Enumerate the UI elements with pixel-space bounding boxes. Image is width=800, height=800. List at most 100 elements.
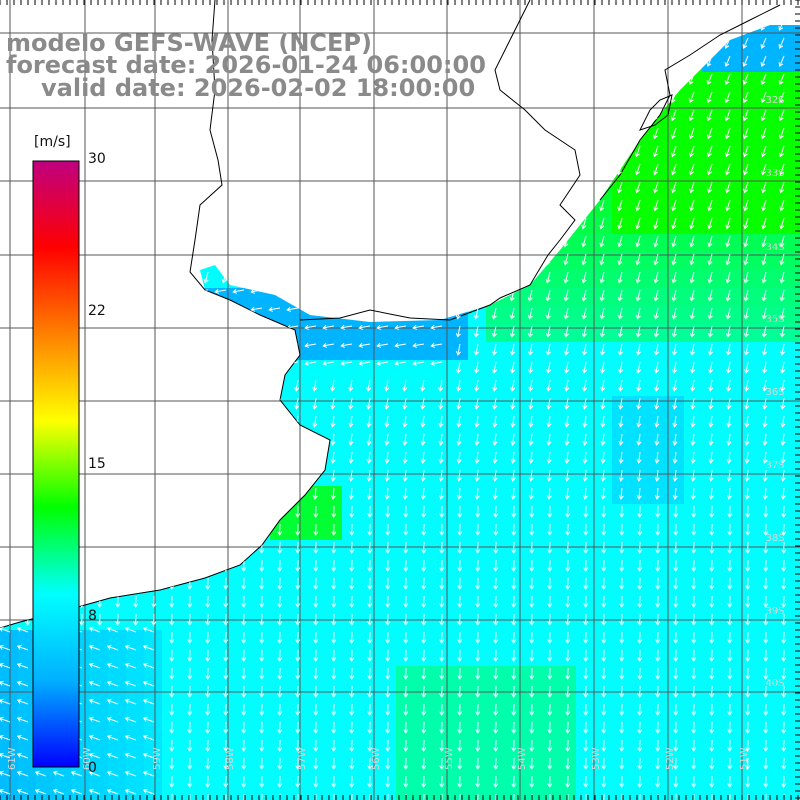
wind-arrow-head: [256, 116, 262, 122]
wind-arrow: [239, 145, 245, 157]
wind-arrow-head: [760, 80, 766, 86]
wind-arrow: [114, 163, 119, 175]
wind-arrow: [395, 325, 407, 329]
speed-cell: [144, 450, 162, 468]
wind-arrow: [728, 487, 731, 499]
wind-arrow: [655, 307, 659, 319]
wind-arrow: [287, 289, 299, 293]
wind-arrow: [475, 379, 479, 391]
wind-arrow-head: [490, 98, 496, 104]
speed-cell: [144, 684, 162, 702]
wind-arrow: [350, 487, 353, 499]
wind-arrow: [330, 163, 335, 175]
wind-arrow: [215, 343, 227, 347]
speed-cell: [144, 648, 162, 666]
wind-arrow-head: [418, 116, 424, 122]
speed-cell: [522, 144, 540, 162]
wind-arrow: [656, 487, 659, 499]
wind-arrow-head: [778, 26, 784, 31]
wind-arrow-head: [492, 495, 498, 500]
speed-cell: [342, 558, 360, 576]
wind-arrow-head: [456, 404, 462, 410]
wind-arrow: [511, 307, 515, 319]
wind-arrow: [168, 181, 173, 193]
wind-arrow: [455, 109, 461, 121]
wind-arrow-head: [691, 585, 697, 590]
speed-cell: [468, 774, 486, 792]
speed-cell: [774, 630, 792, 648]
speed-cell: [0, 774, 18, 792]
wind-arrow: [782, 469, 785, 481]
wind-arrow-head: [564, 423, 570, 428]
wind-arrow-head: [547, 567, 553, 572]
speed-cell: [414, 684, 432, 702]
speed-cell: [756, 54, 774, 72]
speed-cell: [540, 198, 558, 216]
speed-cell: [198, 234, 216, 252]
speed-cell: [126, 558, 144, 576]
speed-cell: [792, 738, 800, 756]
wind-arrow-head: [133, 585, 139, 590]
speed-cell: [126, 648, 144, 666]
speed-cell: [270, 108, 288, 126]
wind-arrow: [566, 451, 569, 463]
wind-arrow-head: [204, 441, 210, 446]
speed-cell: [612, 108, 630, 126]
wind-arrow: [348, 253, 353, 265]
speed-cell: [594, 54, 612, 72]
wind-arrow: [456, 289, 461, 301]
speed-cell: [144, 666, 162, 684]
wind-arrow: [168, 271, 173, 283]
wind-arrow: [41, 109, 47, 121]
wind-arrow: [349, 397, 353, 409]
wind-arrow: [295, 397, 299, 409]
speed-cell: [774, 756, 792, 774]
wind-arrow-head: [743, 206, 749, 212]
wind-arrow-head: [581, 206, 587, 212]
speed-cell: [342, 738, 360, 756]
wind-arrow-head: [313, 603, 319, 608]
speed-cell: [486, 774, 504, 792]
wind-arrow: [743, 145, 749, 157]
wind-arrow-head: [286, 342, 292, 348]
speed-cell: [612, 54, 630, 72]
wind-arrow-head: [232, 360, 238, 366]
wind-arrow: [709, 325, 713, 337]
wind-arrow: [618, 217, 623, 229]
speed-cell: [702, 720, 720, 738]
speed-cell: [522, 792, 540, 800]
wind-arrow-head: [148, 134, 154, 140]
wind-arrow-head: [259, 621, 265, 626]
speed-cell: [558, 576, 576, 594]
wind-arrow-head: [347, 188, 353, 194]
speed-cell: [702, 126, 720, 144]
speed-cell: [360, 270, 378, 288]
speed-cell: [288, 180, 306, 198]
wind-arrow-head: [709, 585, 715, 590]
wind-arrow-head: [268, 288, 274, 294]
wind-arrow: [24, 181, 29, 193]
speed-cell: [738, 576, 756, 594]
wind-arrow-head: [186, 495, 192, 500]
wind-arrow-head: [23, 206, 29, 212]
wind-arrow-head: [598, 62, 604, 68]
wind-arrow-head: [223, 549, 229, 554]
wind-arrow-head: [94, 116, 100, 122]
wind-arrow: [77, 145, 83, 157]
wind-arrow: [260, 469, 263, 481]
wind-arrow-head: [383, 224, 389, 230]
wind-arrow: [654, 181, 659, 193]
speed-cell: [540, 702, 558, 720]
speed-cell: [234, 378, 252, 396]
wind-arrow-head: [420, 459, 426, 464]
wind-arrow: [601, 415, 605, 427]
wind-arrow-head: [673, 513, 679, 518]
wind-arrow-head: [654, 441, 660, 446]
wind-arrow-head: [328, 134, 334, 140]
wind-arrow-head: [347, 278, 353, 284]
wind-arrow-head: [95, 350, 101, 356]
wind-arrow: [296, 433, 299, 445]
wind-arrow: [132, 199, 137, 211]
wind-arrow: [600, 253, 605, 265]
wind-arrow: [727, 343, 731, 355]
